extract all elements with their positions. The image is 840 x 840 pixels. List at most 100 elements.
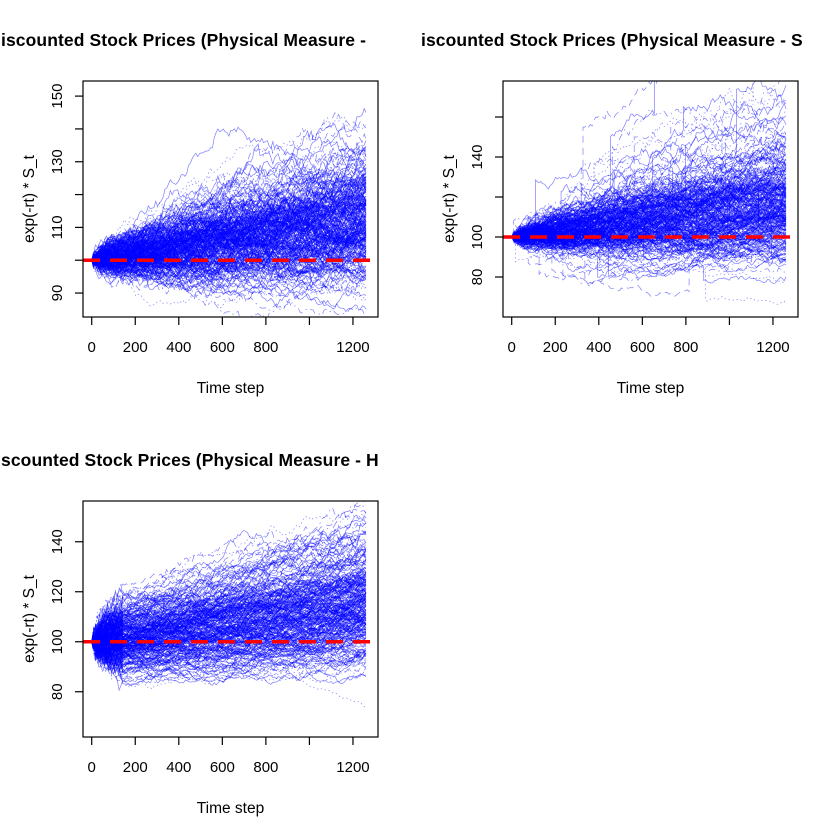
- simulated-path: [91, 184, 367, 261]
- simulated-path: [91, 548, 367, 649]
- simulated-path: [91, 185, 367, 262]
- simulated-path: [511, 116, 787, 238]
- simulated-path: [91, 122, 367, 262]
- simulated-path: [91, 572, 367, 650]
- chart-bottom-left: scounted Stock Prices (Physical Measure …: [0, 420, 420, 840]
- simulated-path: [91, 219, 367, 273]
- simulated-path: [91, 220, 367, 264]
- simulated-path: [91, 640, 367, 677]
- simulated-path: [91, 503, 367, 642]
- simulated-path: [511, 186, 787, 266]
- simulated-path: [91, 194, 367, 271]
- simulated-path: [511, 183, 787, 239]
- x-axis-label: Time step: [197, 800, 264, 817]
- simulated-path: [91, 639, 367, 677]
- x-tick-label: 600: [630, 339, 655, 356]
- chart-title: iscounted Stock Prices (Physical Measure…: [1, 30, 367, 50]
- simulated-path: [91, 229, 367, 275]
- simulated-path: [91, 156, 367, 266]
- simulated-path: [91, 622, 367, 667]
- simulated-path: [91, 625, 367, 666]
- simulated-path: [91, 501, 365, 653]
- simulated-path: [91, 637, 367, 670]
- chart-plot-svg: 0 200 400 600 800 1200 Time step 90 110 130 150 exp…: [21, 80, 379, 397]
- simulated-path: [91, 612, 367, 648]
- simulated-path: [91, 593, 367, 649]
- simulated-path: [91, 540, 367, 643]
- simulated-path: [511, 198, 787, 255]
- simulated-path: [511, 189, 787, 245]
- x-tick-label: 0: [88, 759, 96, 776]
- x-tick-label: 800: [253, 339, 278, 356]
- chart-plot-svg: 0 200 400 600 800 1200 Time step 80 100 120 140 exp…: [21, 500, 379, 817]
- x-axis-label: Time step: [197, 380, 264, 397]
- simulated-path: [91, 587, 367, 646]
- simulated-path: [91, 554, 367, 643]
- simulated-path: [511, 235, 787, 287]
- simulated-paths: [511, 81, 787, 305]
- simulated-path: [91, 632, 367, 692]
- simulated-path: [511, 214, 787, 250]
- simulated-path: [511, 94, 787, 243]
- x-tick-label: 200: [123, 339, 148, 356]
- simulated-path: [91, 639, 367, 673]
- simulated-path: [91, 260, 367, 311]
- simulated-path: [91, 222, 366, 272]
- x-tick-label: 0: [508, 339, 516, 356]
- simulated-path: [91, 203, 367, 267]
- simulated-path: [511, 197, 787, 256]
- simulated-path: [511, 169, 787, 242]
- simulated-path: [511, 81, 754, 240]
- y-tick-label: 100: [469, 224, 486, 249]
- simulated-path: [91, 230, 367, 280]
- simulated-path: [91, 572, 367, 644]
- simulated-path: [91, 588, 367, 647]
- simulated-path: [511, 193, 787, 240]
- simulated-path: [511, 168, 787, 246]
- simulated-path: [91, 551, 367, 642]
- simulated-path: [91, 246, 367, 295]
- simulated-path: [91, 617, 367, 643]
- simulated-path: [91, 201, 367, 262]
- simulated-path: [511, 227, 787, 253]
- plot-border: [82, 80, 379, 318]
- x-tick-label: 0: [88, 339, 96, 356]
- simulated-path: [511, 115, 787, 238]
- simulated-path: [511, 164, 787, 244]
- simulated-path: [511, 145, 787, 238]
- simulated-paths: [91, 501, 367, 708]
- x-tick-label: 1200: [336, 339, 369, 356]
- simulated-path: [91, 227, 367, 285]
- simulated-path: [91, 551, 367, 645]
- simulated-path: [511, 201, 787, 249]
- simulated-path: [91, 578, 367, 642]
- simulated-paths: [91, 107, 367, 317]
- simulated-path: [91, 196, 367, 261]
- simulated-path: [91, 223, 367, 261]
- simulated-path: [91, 528, 367, 646]
- simulated-path: [511, 189, 787, 238]
- simulated-path: [91, 140, 367, 261]
- simulated-path: [91, 512, 367, 642]
- y-tick-label: 100: [49, 629, 66, 654]
- y-tick-label: 150: [49, 84, 66, 109]
- y-tick-label: 110: [49, 215, 66, 239]
- simulated-path: [91, 585, 367, 650]
- simulated-path: [91, 211, 367, 261]
- y-axis-label: exp(-rt) * S_t: [21, 154, 38, 243]
- simulated-path: [511, 226, 787, 273]
- simulated-path: [91, 203, 367, 267]
- simulated-path: [91, 201, 367, 263]
- simulated-path: [91, 641, 367, 685]
- simulated-path: [91, 641, 367, 680]
- simulated-path: [91, 632, 367, 668]
- chart-title: scounted Stock Prices (Physical Measure …: [1, 450, 379, 470]
- simulated-path: [91, 570, 367, 661]
- simulated-path: [91, 213, 367, 274]
- simulated-path: [91, 641, 367, 678]
- simulated-path: [511, 207, 787, 238]
- simulated-path: [91, 608, 367, 680]
- simulated-path: [511, 191, 787, 238]
- simulated-path: [511, 187, 787, 238]
- chart-plot-svg: 0 200 400 600 800 1200 Time step 80 100 140 exp(-r…: [441, 80, 799, 397]
